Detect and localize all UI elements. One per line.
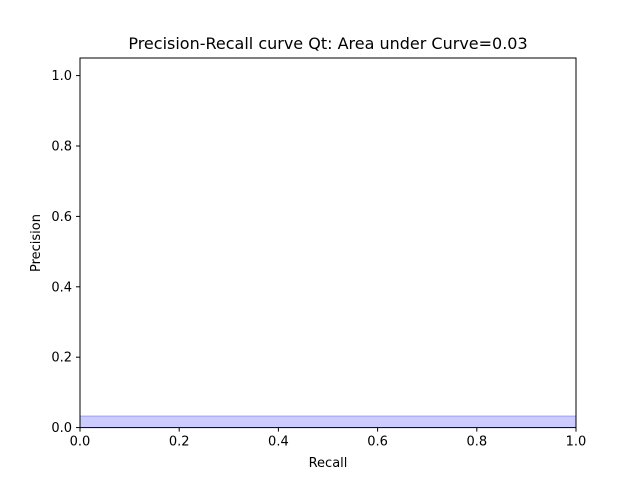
- x-tick-label: 0.8: [466, 435, 487, 450]
- x-tick-label: 0.6: [367, 435, 388, 450]
- x-axis-label: Recall: [309, 456, 348, 471]
- x-tick-label: 0.2: [169, 435, 190, 450]
- y-tick-label: 0.2: [51, 351, 72, 366]
- x-tick-label: 0.4: [268, 435, 289, 450]
- y-axis-label: Precision: [29, 214, 44, 272]
- pr-area-fill: [80, 415, 576, 428]
- plot-area: [80, 415, 576, 428]
- y-tick-label: 0.8: [51, 140, 72, 155]
- chart-title: Precision-Recall curve Qt: Area under Cu…: [128, 34, 527, 53]
- y-tick-label: 1.0: [51, 69, 72, 84]
- x-tick-label: 0.0: [70, 435, 91, 450]
- axes-frame: [79, 57, 577, 429]
- y-tick-label: 0.6: [51, 210, 72, 225]
- y-axis-ticks: 0.0 0.2 0.4 0.6 0.8 1.0: [51, 69, 80, 436]
- x-tick-label: 1.0: [566, 435, 587, 450]
- x-axis-ticks: 0.0 0.2 0.4 0.6 0.8 1.0: [70, 427, 587, 450]
- y-tick-label: 0.4: [51, 280, 72, 295]
- y-tick-label: 0.0: [51, 421, 72, 436]
